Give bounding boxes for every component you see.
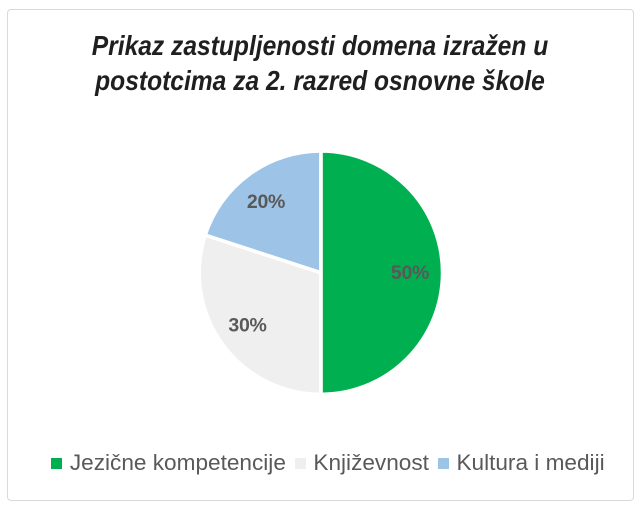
svg-text:20%: 20% (247, 191, 285, 213)
svg-text:30%: 30% (228, 315, 266, 337)
svg-text:50%: 50% (391, 262, 429, 284)
